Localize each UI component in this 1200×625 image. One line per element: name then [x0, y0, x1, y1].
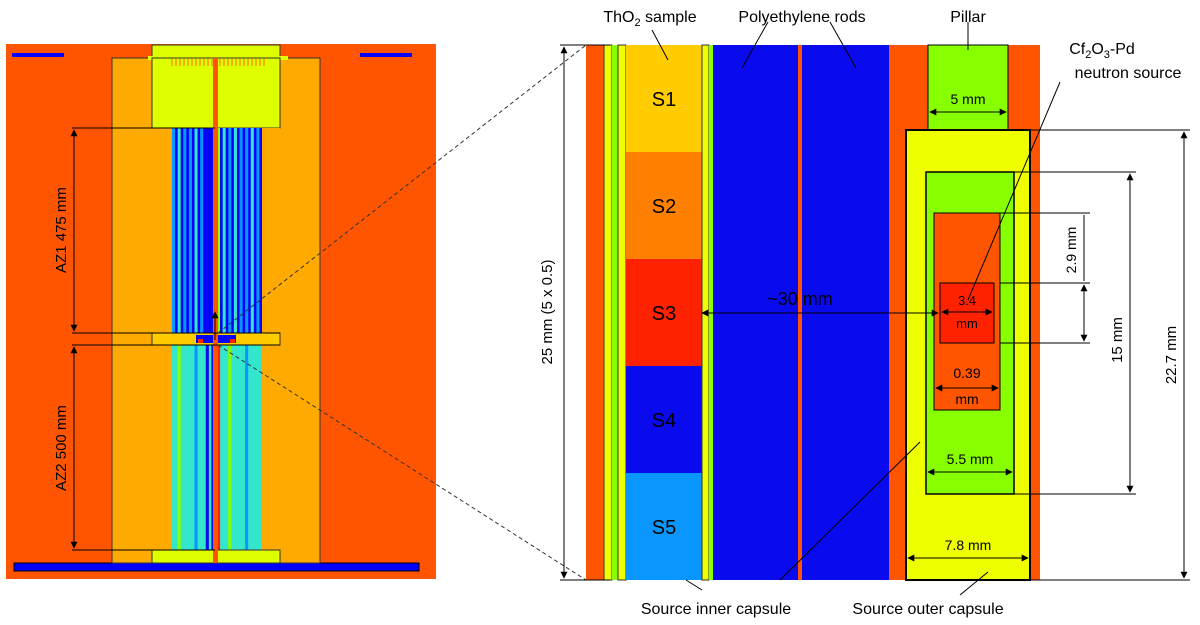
dim-sample-height [560, 44, 610, 581]
dim-outer-capsule-width-label: 7.8 mm [945, 537, 992, 553]
rod-stripe [217, 345, 221, 550]
thorium-sample-label: ThO2 sample [603, 9, 696, 29]
rod-stripe [250, 128, 254, 333]
rod-stripe [211, 128, 215, 333]
rod-stripe [217, 128, 221, 333]
rod-stripe [228, 345, 232, 550]
az1-label: AZ1 475 mm [53, 187, 70, 273]
rod-stripe [233, 345, 237, 550]
reactor-core-cross-section: AZ1 475 mm AZ2 500 mm [6, 44, 436, 579]
central-channel [213, 58, 218, 563]
pillar-label: Pillar [950, 9, 986, 26]
sample-s5-label: S5 [652, 517, 676, 539]
rod-stripe [177, 128, 181, 333]
rod-stripe [245, 345, 249, 550]
dim-29 [1000, 212, 1090, 344]
rod-stripe [172, 128, 176, 333]
source-detail-view: S1 S2 S3 S4 S5 25 mm (5 x 0.5) ~30 mm 5 … [539, 9, 1190, 618]
rod-stripe [233, 128, 237, 333]
az1-dimension [70, 127, 215, 334]
rod-stripe [188, 128, 192, 333]
dim-227-label: 22.7 mm [1163, 326, 1180, 384]
top-right-plate [360, 53, 412, 57]
rod-stripe [200, 128, 204, 333]
top-left-plate [12, 53, 64, 57]
zoom-projection-lines [217, 44, 587, 581]
source-label-line1: Cf2O3-Pd [1069, 41, 1135, 61]
source-label-line2: neutron source [1075, 65, 1182, 82]
dim-inner-capsule-width-label: 5.5 mm [947, 451, 994, 467]
upper-tick-marks [171, 59, 265, 66]
dim-227 [1030, 129, 1190, 581]
dim-15-label: 15 mm [1109, 317, 1126, 363]
rod-stripe [239, 345, 243, 550]
inner-wall-stripe-2 [612, 45, 618, 580]
callout-leaders [651, 21, 1061, 596]
sample-s2-label: S2 [652, 196, 676, 218]
sample-s1-label: S1 [652, 89, 676, 111]
rod-stripe [183, 128, 187, 333]
rod-stripe [211, 345, 215, 550]
pillar [927, 44, 1009, 133]
rod-stripe [256, 128, 260, 333]
sample-s2 [626, 152, 702, 259]
outer-capsule-label: Source outer capsule [852, 601, 1003, 618]
dim-source-offset-line1: 0.39 [953, 365, 980, 381]
sample-marker-right [230, 339, 235, 343]
rod-stripe [205, 128, 209, 333]
rod-stripe [228, 128, 232, 333]
az1-right-filler [262, 128, 280, 333]
sample-s3 [626, 259, 702, 366]
az2-left-filler [152, 345, 172, 550]
neutron-source-pellet [939, 282, 995, 344]
az2-rod-stripes [172, 345, 260, 550]
rod-stripe [200, 345, 204, 550]
rod-stripe [256, 345, 260, 550]
inner-wall-stripe-1 [603, 44, 613, 581]
sample-s3-label: S3 [652, 303, 676, 325]
rod-stripe [245, 128, 249, 333]
polyethylene-label: Polyethylene rods [738, 9, 865, 26]
rod-stripe [222, 345, 226, 550]
sample-marker-left [198, 339, 203, 343]
dim-15 [1014, 171, 1136, 495]
az2-label: AZ2 500 mm [53, 405, 70, 491]
dim-pellet-width-line2: mm [956, 316, 978, 331]
bottom-plate [13, 562, 420, 572]
sample-s5 [626, 473, 702, 580]
az1-left-filler [152, 128, 172, 333]
rod-stripe [194, 345, 198, 550]
rod-stripe [239, 128, 243, 333]
az1-rod-stripes [172, 128, 260, 333]
sample-s1 [626, 45, 702, 152]
thorium-sample-stack: S1 S2 S3 S4 S5 [626, 45, 702, 580]
rod-stripe [177, 345, 181, 550]
dim-29-label: 2.9 mm [1063, 227, 1079, 274]
rod-stripe [205, 345, 209, 550]
az2-right-filler [262, 345, 280, 550]
rod-stripe [172, 345, 176, 550]
dim-pellet-width-line1: 3.4 [958, 293, 976, 308]
inner-capsule-label: Source inner capsule [641, 601, 791, 618]
rod-stripe [188, 345, 192, 550]
dim-pillar-width-label: 5 mm [951, 91, 986, 107]
rod-stripe [250, 345, 254, 550]
dim-sample-height-label: 25 mm (5 x 0.5) [539, 259, 556, 364]
sample-s4 [626, 366, 702, 473]
inner-wall-stripe-3 [617, 44, 627, 581]
dim-source-offset-line2: mm [955, 391, 978, 407]
dim-distance-label: ~30 mm [767, 289, 833, 309]
sample-s4-label: S4 [652, 410, 676, 432]
az2-dimension [70, 344, 215, 551]
rod-stripe [183, 345, 187, 550]
rod-stripe [194, 128, 198, 333]
rod-stripe [222, 128, 226, 333]
